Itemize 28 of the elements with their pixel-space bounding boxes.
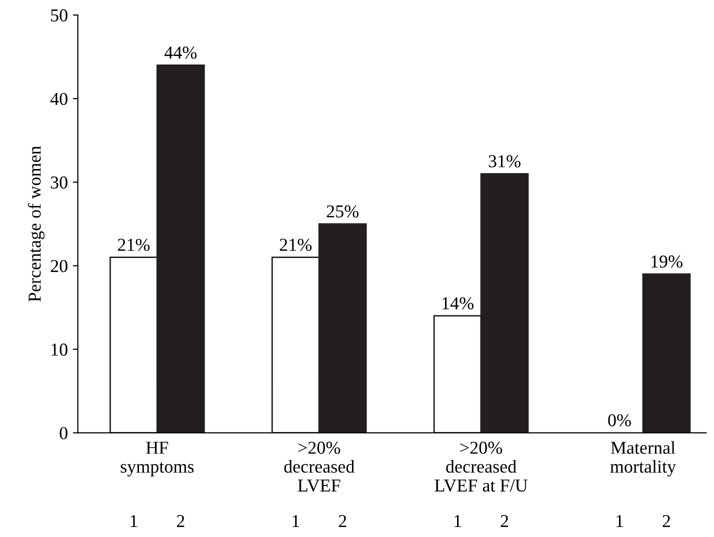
x-tick-label: >20% decreased LVEF	[284, 442, 354, 492]
data-label: 0%	[608, 414, 631, 426]
text: 2	[176, 515, 184, 527]
text: 1	[292, 515, 300, 527]
y-tick-label: 50	[51, 9, 68, 22]
y-tick-label: 10	[52, 344, 68, 356]
text: 1	[616, 515, 623, 527]
data-label: 14%	[442, 297, 474, 310]
x-tick-label: HF symptoms	[120, 442, 194, 476]
y-tick-label: 40	[50, 92, 68, 106]
x-tick-label: >20% decreased LVEF at F/U	[434, 442, 528, 492]
data-label: 19%	[652, 255, 682, 268]
x-tick-label: Maternal mortality	[610, 441, 676, 476]
text: 2	[662, 515, 670, 527]
y-tick-label: 20	[50, 260, 68, 272]
data-label: 31%	[488, 155, 520, 168]
y-tick-label: 30	[50, 176, 68, 189]
bar	[642, 273, 691, 433]
data-label: 21%	[118, 238, 150, 251]
text: 2	[500, 515, 508, 527]
data-label: 25%	[326, 205, 359, 218]
data-label: 21%	[280, 238, 312, 251]
data-label: 44%	[164, 46, 197, 59]
y-tick-label: 0	[60, 427, 68, 440]
text: 1	[454, 515, 461, 527]
y-axis-title: Percentage of women	[28, 146, 44, 302]
text: 1	[130, 515, 138, 527]
text: 2	[338, 515, 346, 527]
